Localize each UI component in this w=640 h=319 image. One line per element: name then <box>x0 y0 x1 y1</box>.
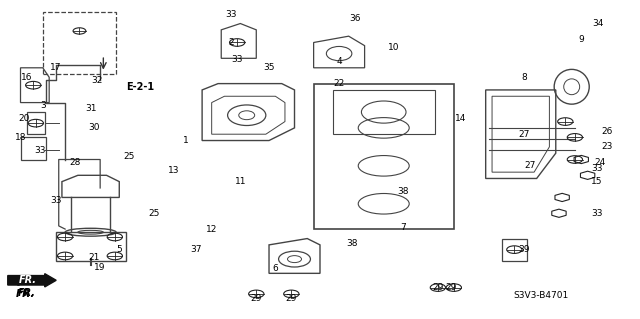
Text: 18: 18 <box>15 133 26 142</box>
Text: 24: 24 <box>595 158 606 167</box>
Text: FR.: FR. <box>18 287 36 298</box>
Text: 8: 8 <box>521 73 527 82</box>
Text: 30: 30 <box>88 123 100 132</box>
Text: 10: 10 <box>388 43 399 52</box>
Text: 27: 27 <box>525 161 536 170</box>
Text: 31: 31 <box>85 104 97 113</box>
Text: 35: 35 <box>263 63 275 72</box>
Text: 11: 11 <box>235 177 246 186</box>
Text: 26: 26 <box>601 127 612 136</box>
Text: 2: 2 <box>228 38 234 47</box>
Text: 25: 25 <box>148 209 160 218</box>
Text: 5: 5 <box>116 245 122 254</box>
Text: 25: 25 <box>123 152 134 161</box>
Text: 12: 12 <box>206 225 218 234</box>
Text: 23: 23 <box>601 142 612 151</box>
Text: 38: 38 <box>397 187 408 196</box>
Text: 29: 29 <box>445 283 456 292</box>
Text: 37: 37 <box>190 245 202 254</box>
Text: E-2-1: E-2-1 <box>125 82 154 92</box>
Text: 33: 33 <box>591 209 603 218</box>
Text: 6: 6 <box>273 264 278 273</box>
Text: 33: 33 <box>232 56 243 64</box>
Text: 3: 3 <box>40 101 45 110</box>
Text: 34: 34 <box>593 19 604 28</box>
Text: 27: 27 <box>518 130 529 139</box>
Text: 36: 36 <box>349 14 361 23</box>
Text: FR.: FR. <box>16 289 35 299</box>
Text: 29: 29 <box>285 294 297 303</box>
Bar <box>333 90 435 134</box>
Text: FR.: FR. <box>19 275 37 285</box>
Text: 1: 1 <box>183 136 189 145</box>
Text: 33: 33 <box>50 196 61 205</box>
Text: 39: 39 <box>518 245 530 254</box>
Text: 32: 32 <box>92 76 102 85</box>
Text: 29: 29 <box>432 283 444 292</box>
Text: 19: 19 <box>95 263 106 271</box>
Text: 7: 7 <box>400 223 406 232</box>
Text: 33: 33 <box>591 165 603 174</box>
Text: 13: 13 <box>168 166 179 175</box>
Text: 21: 21 <box>88 253 99 262</box>
Text: 14: 14 <box>454 114 466 123</box>
Text: 20: 20 <box>18 114 29 123</box>
Text: 33: 33 <box>34 145 45 154</box>
Text: 4: 4 <box>336 57 342 66</box>
Text: S3V3-B4701: S3V3-B4701 <box>513 291 568 300</box>
FancyArrow shape <box>8 274 56 287</box>
Text: 22: 22 <box>333 79 345 88</box>
Text: 38: 38 <box>346 239 358 248</box>
Text: 28: 28 <box>69 158 81 167</box>
Text: 16: 16 <box>21 73 33 82</box>
Text: 33: 33 <box>225 10 237 19</box>
Text: 17: 17 <box>50 63 61 72</box>
Text: 15: 15 <box>591 177 603 186</box>
Text: 9: 9 <box>579 35 584 44</box>
Bar <box>314 84 454 229</box>
Text: 29: 29 <box>251 294 262 303</box>
Bar <box>43 12 116 74</box>
